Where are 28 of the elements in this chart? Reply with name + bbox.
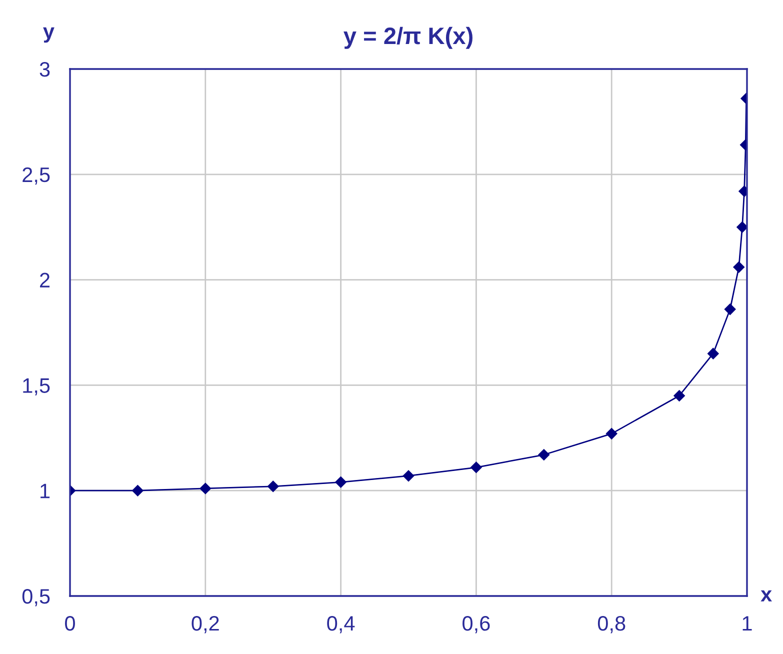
y-axis-title: y [43,27,54,43]
x-tick-label: 0,6 [462,616,490,634]
x-axis-title: x [760,590,772,602]
x-tick-label: 0,2 [192,616,219,634]
y-tick-label: 1 [40,484,50,498]
chart-title: y = 2/π K(x) [344,26,472,49]
y-tick-label: 2,5 [22,167,50,185]
point [707,348,720,360]
point [673,390,686,402]
point [402,470,414,482]
point [470,462,482,474]
y-tick-label: 0,5 [22,589,50,606]
point [732,261,745,274]
x-tick-label: 0,4 [327,616,355,634]
y-tick-label: 2 [40,272,50,288]
point [334,476,347,488]
point [200,482,212,494]
y-tick-label: 1,5 [23,378,50,396]
point [724,303,736,316]
y-tick-label: 3 [40,62,50,77]
point [606,428,618,440]
point [267,480,279,492]
x-tick-label: 0 [65,616,75,631]
point [736,221,747,233]
point [538,448,550,461]
point [132,484,144,496]
x-tick-label: 0,8 [598,616,626,634]
x-tick-label: 1 [742,616,752,631]
